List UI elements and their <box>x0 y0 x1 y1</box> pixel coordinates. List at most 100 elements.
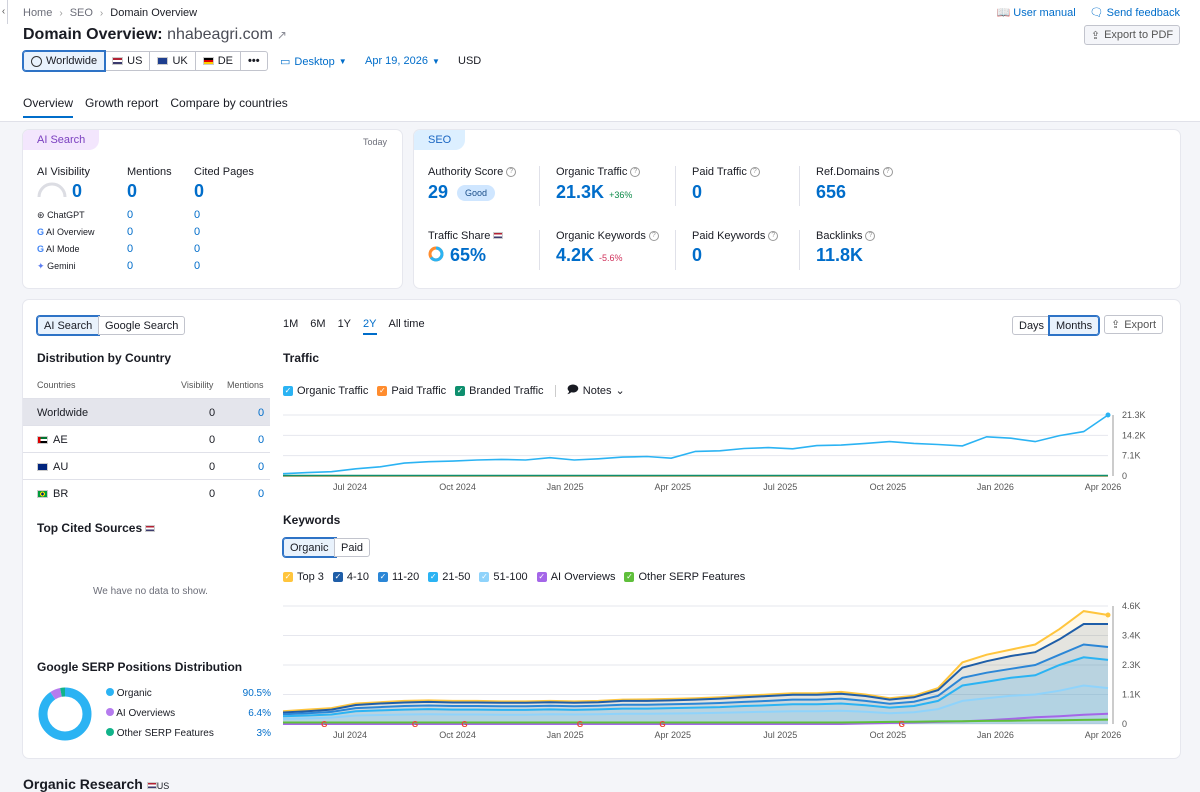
days-button[interactable]: Days <box>1012 316 1052 335</box>
checkbox-icon[interactable]: ✓ <box>283 385 293 396</box>
export-pdf-button[interactable]: ⇪ Export to PDF <box>1084 25 1180 45</box>
toggle-paid[interactable]: Paid <box>334 538 371 557</box>
ai-overview-mentions[interactable]: 0 <box>127 226 134 238</box>
range-1m[interactable]: 1M <box>283 318 299 330</box>
table-row[interactable]: BR 0 0 <box>23 479 270 506</box>
export-button[interactable]: ⇪ Export <box>1104 315 1164 334</box>
donut-slice[interactable] <box>38 687 92 741</box>
breadcrumb-home[interactable]: Home <box>23 7 53 19</box>
external-link-icon[interactable]: ↗ <box>276 28 287 42</box>
legend-item[interactable]: ✓ Organic Traffic <box>283 385 368 397</box>
legend-item[interactable]: ✓ Other SERP Features <box>624 571 745 583</box>
table-row[interactable]: AU 0 0 <box>23 452 270 479</box>
series-line[interactable] <box>283 623 1108 714</box>
checkbox-icon[interactable]: ✓ <box>332 572 343 582</box>
send-feedback-link[interactable]: 🗨 Send feedback <box>1090 6 1180 19</box>
organic-keywords-value[interactable]: 4.2K -5.6% <box>556 245 623 266</box>
db-worldwide[interactable]: Worldwide <box>21 50 107 72</box>
checkbox-icon[interactable]: ✓ <box>377 385 388 396</box>
traffic-share-value[interactable]: 65% <box>450 245 487 265</box>
table-row[interactable]: AE 0 0 <box>23 425 270 452</box>
checkbox-icon[interactable]: ✓ <box>624 572 635 582</box>
authority-score-value[interactable]: 29 <box>428 182 449 202</box>
ref-domains-value[interactable]: 656 <box>816 182 847 202</box>
range-6m[interactable]: 6M <box>310 318 326 330</box>
db-uk[interactable]: UK <box>149 51 196 71</box>
tab-compare-by-countries[interactable]: Compare by countries <box>170 96 288 110</box>
table-row[interactable]: Worldwide 0 0 <box>23 398 270 425</box>
ai-mode-cited[interactable]: 0 <box>194 243 201 255</box>
series-line[interactable] <box>283 610 1109 713</box>
db-more-button[interactable]: ••• <box>240 51 268 71</box>
series-line[interactable] <box>283 656 1109 718</box>
series-line[interactable] <box>283 414 1109 475</box>
range-2y[interactable]: 2Y <box>363 318 377 335</box>
data-point[interactable] <box>1105 412 1111 418</box>
series-line[interactable] <box>283 643 1109 716</box>
info-icon[interactable]: ? <box>506 167 517 178</box>
toggle-ai-search[interactable]: AI Search <box>35 315 101 336</box>
backlinks-value[interactable]: 11.8K <box>816 245 864 265</box>
info-icon[interactable]: ? <box>865 231 876 242</box>
collapse-nav-icon[interactable]: ‹ <box>0 0 8 24</box>
checkbox-icon[interactable]: ✓ <box>455 385 466 396</box>
google-update-icon[interactable]: G <box>461 720 467 729</box>
paid-traffic-value[interactable]: 0 <box>692 182 703 202</box>
legend-item[interactable]: ✓ Branded Traffic <box>455 385 544 397</box>
db-us[interactable]: US <box>104 51 151 71</box>
checkbox-icon[interactable]: ✓ <box>283 572 293 582</box>
months-button[interactable]: Months <box>1047 315 1101 336</box>
gemini-mentions[interactable]: 0 <box>127 260 134 272</box>
google-update-icon[interactable]: G <box>321 720 327 729</box>
device-select[interactable]: ▭ Desktop ▼ <box>280 55 347 69</box>
google-update-icon[interactable]: G <box>899 720 905 729</box>
legend-item[interactable]: ✓ AI Overviews <box>536 571 615 583</box>
y-tick-label: 0 <box>1122 719 1127 729</box>
organic-traffic-value[interactable]: 21.3K +36% <box>556 182 632 203</box>
legend-item[interactable]: ✓ 4-10 <box>332 571 369 583</box>
paid-keywords-value[interactable]: 0 <box>692 245 703 265</box>
tab-growth-report[interactable]: Growth report <box>85 96 159 110</box>
checkbox-icon[interactable]: ✓ <box>377 572 388 582</box>
toggle-google-search[interactable]: Google Search <box>98 316 186 335</box>
user-manual-link[interactable]: 📖 User manual <box>997 6 1076 19</box>
range-1y[interactable]: 1Y <box>337 318 352 330</box>
info-icon[interactable]: ? <box>749 167 760 178</box>
country-mentions[interactable]: 0 <box>258 434 265 446</box>
checkbox-icon[interactable]: ✓ <box>479 572 490 582</box>
legend-item[interactable]: ✓ 21-50 <box>428 571 470 583</box>
tab-bar: Overview Growth report Compare by countr… <box>23 96 288 118</box>
data-point[interactable] <box>1105 612 1111 618</box>
google-update-icon[interactable]: G <box>412 720 418 729</box>
info-icon[interactable]: ? <box>630 167 641 178</box>
notes-dropdown[interactable]: 🗩 Notes ⌄ <box>567 381 625 400</box>
google-update-icon[interactable]: G <box>659 720 665 729</box>
country-mentions[interactable]: 0 <box>258 461 265 473</box>
tab-overview[interactable]: Overview <box>23 96 74 118</box>
range-all-time[interactable]: All time <box>388 318 425 330</box>
legend-item[interactable]: ✓ Top 3 <box>283 571 324 583</box>
toggle-organic[interactable]: Organic <box>282 537 337 558</box>
chatgpt-mentions[interactable]: 0 <box>127 209 134 221</box>
google-update-icon[interactable]: G <box>577 720 583 729</box>
chatgpt-cited[interactable]: 0 <box>194 209 201 221</box>
legend-item[interactable]: ✓ Paid Traffic <box>377 385 446 397</box>
gemini-cited[interactable]: 0 <box>194 260 201 272</box>
series-line[interactable] <box>283 718 1109 724</box>
info-icon[interactable]: ? <box>768 231 779 242</box>
legend-item[interactable]: ✓ 51-100 <box>479 571 528 583</box>
db-de[interactable]: DE <box>194 51 241 71</box>
series-line[interactable] <box>283 684 1109 720</box>
date-select[interactable]: Apr 19, 2026 ▼ <box>365 55 440 67</box>
country-mentions[interactable]: 0 <box>258 407 265 419</box>
ai-overview-cited[interactable]: 0 <box>194 226 201 238</box>
breadcrumb-seo[interactable]: SEO <box>69 7 93 19</box>
country-mentions[interactable]: 0 <box>258 488 265 500</box>
info-icon[interactable]: ? <box>648 231 659 242</box>
info-icon[interactable]: ? <box>882 167 893 178</box>
checkbox-icon[interactable]: ✓ <box>428 572 439 582</box>
checkbox-icon[interactable]: ✓ <box>536 572 547 582</box>
legend-item[interactable]: ✓ 11-20 <box>377 571 419 583</box>
ai-mode-mentions[interactable]: 0 <box>127 243 134 255</box>
donut-slice[interactable] <box>38 687 92 741</box>
